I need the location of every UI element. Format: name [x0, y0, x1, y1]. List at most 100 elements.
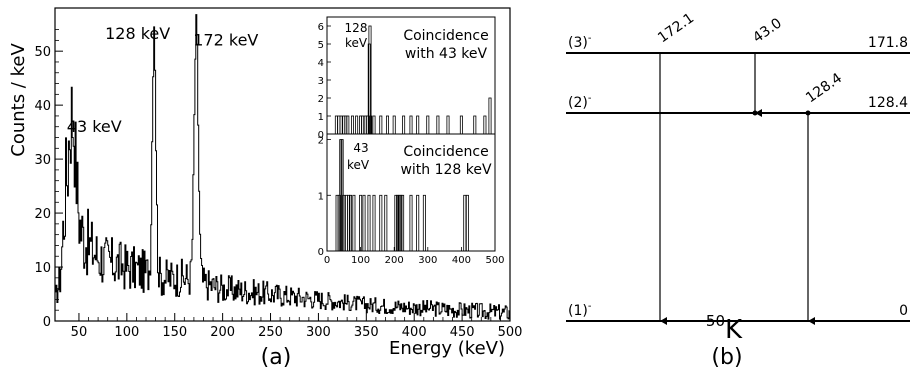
inset-bar	[394, 194, 398, 252]
inset2-bars	[335, 139, 469, 252]
nucleus-symbol: K	[725, 315, 743, 345]
inset-bar	[342, 194, 346, 252]
y-tick-label: 20	[34, 207, 51, 222]
y-tick-label: 30	[34, 153, 51, 168]
x-tick-label: 200	[210, 325, 235, 340]
inset-bar	[359, 194, 363, 252]
panel-a-caption: (a)	[261, 345, 292, 370]
inset1-peak-label: 128	[345, 21, 368, 35]
y-axis-label: Counts / keV	[8, 43, 29, 157]
peak-annotation: 128 keV	[105, 24, 170, 43]
peak-annotation: 43 keV	[67, 117, 122, 136]
x-tick-label: 400	[402, 325, 427, 340]
inset-bar	[379, 194, 383, 252]
inset-bar	[348, 194, 352, 252]
panel-a: 50 100 150 200 250 300 350 400 450 500 0102030405…	[8, 7, 523, 370]
inset-y-tick-label: 2	[318, 94, 324, 105]
inset-bar	[422, 194, 426, 252]
x-tick-label: 450	[450, 325, 475, 340]
inset2-peak-label-unit: keV	[347, 158, 370, 172]
inset-bar	[372, 194, 376, 252]
nucleus-mass-number: 50	[706, 312, 725, 330]
main-spectrum-line	[55, 14, 511, 320]
inset-coincidence-128: 0 1 2 0 100 200 300 400 500 Coincidence with 12…	[318, 133, 505, 266]
inset-coincidence-43: 0 1 2 3 4 5 6 Coincidence with 43 keV 128 keV	[318, 16, 496, 141]
inset1-peak-label-unit: keV	[345, 36, 368, 50]
nucleus-label: 50K	[706, 312, 743, 345]
main-plot-frame	[54, 7, 511, 322]
inset-bar	[367, 194, 371, 252]
levels: (3)- 171.8(2)- 128.4(1)- 0	[566, 33, 910, 322]
x-tick-label: 500	[498, 325, 523, 340]
inset1-title-line2: with 43 keV	[405, 46, 488, 62]
inset2-title-line2: with 128 keV	[400, 162, 492, 178]
inset2-y-ticks: 0 1 2	[318, 136, 331, 258]
inset-y-tick-label: 1	[318, 191, 324, 202]
inset1-title-line1: Coincidence	[403, 28, 488, 44]
inset-bar	[465, 194, 469, 252]
level-spin: (3)	[568, 35, 588, 51]
level-spin-label: (3)-	[568, 33, 592, 51]
level-spin: (2)	[568, 95, 588, 111]
y-tick-label: 0	[43, 315, 51, 330]
inset-bar	[337, 194, 341, 252]
inset-y-tick-label: 4	[318, 58, 324, 69]
x-axis-label: Energy (keV)	[389, 338, 505, 359]
x-tick-label: 250	[258, 325, 283, 340]
inset-y-tick-label: 2	[318, 136, 324, 147]
inset1-y-ticks: 0 1 2 3 4 5 6	[318, 22, 331, 141]
inset-y-tick-label: 0	[318, 247, 324, 258]
inset-x-tick-label: 0	[324, 255, 330, 266]
level-spin: (1)	[568, 303, 588, 319]
inset-bar	[362, 194, 366, 252]
level-parity: -	[588, 33, 592, 44]
main-x-ticks: 50 100 150 200 250 300 350 400 450 500	[71, 313, 523, 340]
x-tick-label: 100	[114, 325, 139, 340]
y-tick-label: 40	[34, 99, 51, 114]
x-tick-label: 150	[162, 325, 187, 340]
y-tick-label: 10	[34, 261, 51, 276]
peak-annotations: 43 keV 128 keV 172 keV	[67, 24, 259, 136]
level-spin-label: (2)-	[568, 93, 592, 111]
main-y-ticks: 0 10 20 30 40 50	[34, 29, 63, 330]
transition-energy-label: 43.0	[750, 15, 785, 46]
inset-y-tick-label: 6	[318, 22, 324, 33]
inset-y-tick-label: 0	[318, 130, 324, 141]
inset2-title-line1: Coincidence	[403, 144, 488, 160]
level-spin-label: (1)-	[568, 301, 592, 319]
inset2-peak-label: 43	[353, 141, 368, 155]
level-energy-label: 128.4	[868, 95, 908, 111]
x-tick-label: 300	[306, 325, 331, 340]
inset-bar	[409, 194, 413, 252]
panel-b-caption: (b)	[711, 345, 742, 370]
inset-bar	[416, 194, 420, 252]
inset-bar	[352, 194, 356, 252]
level-energy-label: 0	[899, 303, 908, 319]
transitions: 172.1 43.0 128.4	[655, 10, 845, 325]
inset-x-tick-label: 300	[418, 255, 437, 266]
peak-annotation: 172 keV	[193, 31, 258, 50]
inset-x-tick-label: 400	[452, 255, 471, 266]
inset2-x-ticks: 0 100 200 300 400 500	[324, 247, 505, 266]
x-tick-label: 350	[354, 325, 379, 340]
inset1-frame	[326, 16, 496, 135]
transition-energy-label: 128.4	[803, 70, 845, 106]
transition-end-dot	[752, 110, 758, 116]
inset-bar	[399, 194, 403, 252]
inset-x-tick-label: 100	[351, 255, 370, 266]
transition-energy-label: 172.1	[655, 10, 697, 46]
x-tick-label: 50	[71, 325, 88, 340]
inset-y-tick-label: 1	[318, 112, 324, 123]
inset-bar	[397, 194, 401, 252]
inset-y-tick-label: 3	[318, 76, 324, 87]
inset-bar	[396, 194, 400, 252]
inset-x-tick-label: 200	[385, 255, 404, 266]
y-tick-label: 50	[34, 45, 51, 60]
inset-bar	[347, 194, 351, 252]
inset-bar	[401, 194, 405, 252]
level-energy-label: 171.8	[868, 35, 908, 51]
level-parity: -	[588, 301, 592, 312]
level-parity: -	[588, 93, 592, 104]
inset-x-tick-label: 500	[485, 255, 504, 266]
